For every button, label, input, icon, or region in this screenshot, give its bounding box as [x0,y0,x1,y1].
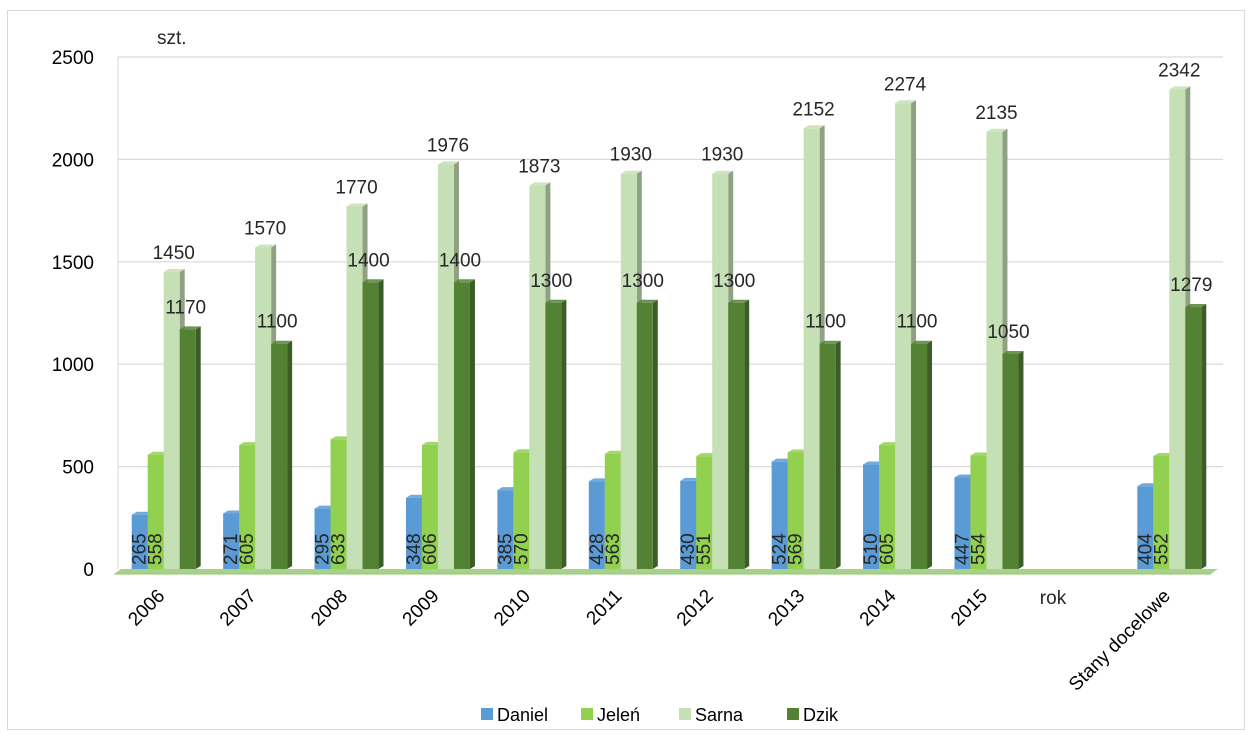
data-label: 551 [694,533,715,565]
chart-floor [114,569,1218,575]
data-label: 447 [952,533,973,565]
data-label: 570 [511,533,532,565]
data-label: 510 [861,533,882,565]
x-tick-label: 2013 [764,586,809,631]
x-tick-label: 2009 [399,586,444,631]
data-label: 1450 [153,243,195,264]
data-label: 605 [877,533,898,565]
data-label: 1100 [257,312,298,333]
data-label: 430 [678,533,699,565]
bar-dzik-2013 [819,340,841,569]
y-axis-ticks: 0 500 1000 1500 2000 2500 [52,48,94,581]
data-label: 348 [404,533,425,565]
legend-swatch [679,708,691,720]
data-label: 552 [1151,533,1172,565]
legend-item-daniel: Daniel [481,705,548,725]
bar-dzik-2006 [179,326,201,569]
data-label: 1873 [518,156,560,177]
x-tick-label: 2010 [490,586,535,631]
y-tick-label: 2500 [52,48,94,69]
data-label: 2274 [884,74,927,95]
bar-dzik-Stany docelowe [1185,304,1207,569]
bar-dzik-2007 [271,340,293,569]
legend-item-dzik: Dzik [787,705,839,725]
y-tick-label: 1000 [52,355,94,376]
x-tick-label: 2008 [307,586,352,631]
x-tick-label: 2014 [856,585,901,630]
data-label: 563 [603,533,624,565]
legend-swatch [581,708,593,720]
data-label: 1300 [530,271,572,292]
y-tick-label: 1500 [52,253,94,274]
x-axis-ticks: 2006 2007 2008 2009 2010 2011 2012 2013 2014 2015… [124,585,1174,695]
legend-swatch [481,708,493,720]
data-labels: 265 271 295 348 385 428 430 524 510 447 404 558 605 6… [130,60,1213,565]
data-label: 1400 [439,250,481,271]
data-label: 569 [786,533,807,565]
data-label: 2135 [975,103,1017,124]
data-label: 1279 [1170,275,1212,296]
bar-dzik-2015 [1002,350,1024,569]
data-label: 1100 [805,312,846,333]
data-label: 1300 [713,271,755,292]
bar-dzik-2009 [453,279,475,569]
x-tick-label: 2011 [583,586,627,630]
data-label: 606 [420,533,441,565]
data-label: 554 [968,533,989,565]
data-label: 1100 [897,312,938,333]
data-label: 605 [237,533,258,565]
y-tick-label: 2000 [52,150,94,171]
x-tick-label: Stany docelowe [1065,586,1175,696]
data-label: 295 [313,533,334,565]
legend-label: Sarna [695,705,744,725]
data-label: 428 [587,533,608,565]
legend-label: Jeleń [597,705,640,725]
bar-dzik-2008 [362,279,384,569]
x-axis-title: rok [1040,588,1067,609]
x-tick-label: 2007 [216,586,261,631]
data-label: 1976 [427,135,469,156]
bar-dzik-2012 [728,299,750,569]
data-label: 271 [221,533,242,565]
bar-dzik-2010 [545,299,567,569]
floor-plane [114,569,1218,574]
data-label: 1770 [335,178,377,199]
legend: Daniel Jeleń Sarna Dzik [481,705,839,725]
legend-item-jeleń: Jeleń [581,705,640,725]
legend-swatch [787,708,799,720]
data-label: 265 [130,533,151,565]
bar-dzik-2011 [636,299,658,569]
data-label: 385 [495,533,516,565]
data-label: 633 [329,533,350,565]
data-label: 1170 [165,297,206,318]
data-label: 1570 [244,218,286,239]
x-tick-label: 2006 [124,586,169,631]
data-label: 558 [146,533,167,565]
y-axis-title: szt. [157,28,187,49]
x-tick-label: 2012 [673,586,718,631]
legend-label: Daniel [497,705,548,725]
bars [131,86,1207,570]
data-label: 1930 [701,145,743,166]
data-label: 1050 [987,322,1029,343]
data-label: 404 [1135,533,1156,565]
bar-dzik-2014 [911,340,933,569]
data-label: 1400 [347,250,389,271]
data-label: 524 [770,533,791,565]
data-label: 2342 [1158,60,1200,81]
legend-item-sarna: Sarna [679,705,744,725]
gridlines [117,56,1223,569]
data-label: 2152 [792,99,834,120]
data-label: 1300 [622,271,664,292]
data-label: 1930 [610,145,652,166]
x-tick-label: 2015 [947,586,992,631]
legend-label: Dzik [803,705,839,725]
y-tick-label: 0 [83,560,94,581]
y-tick-label: 500 [62,458,94,479]
